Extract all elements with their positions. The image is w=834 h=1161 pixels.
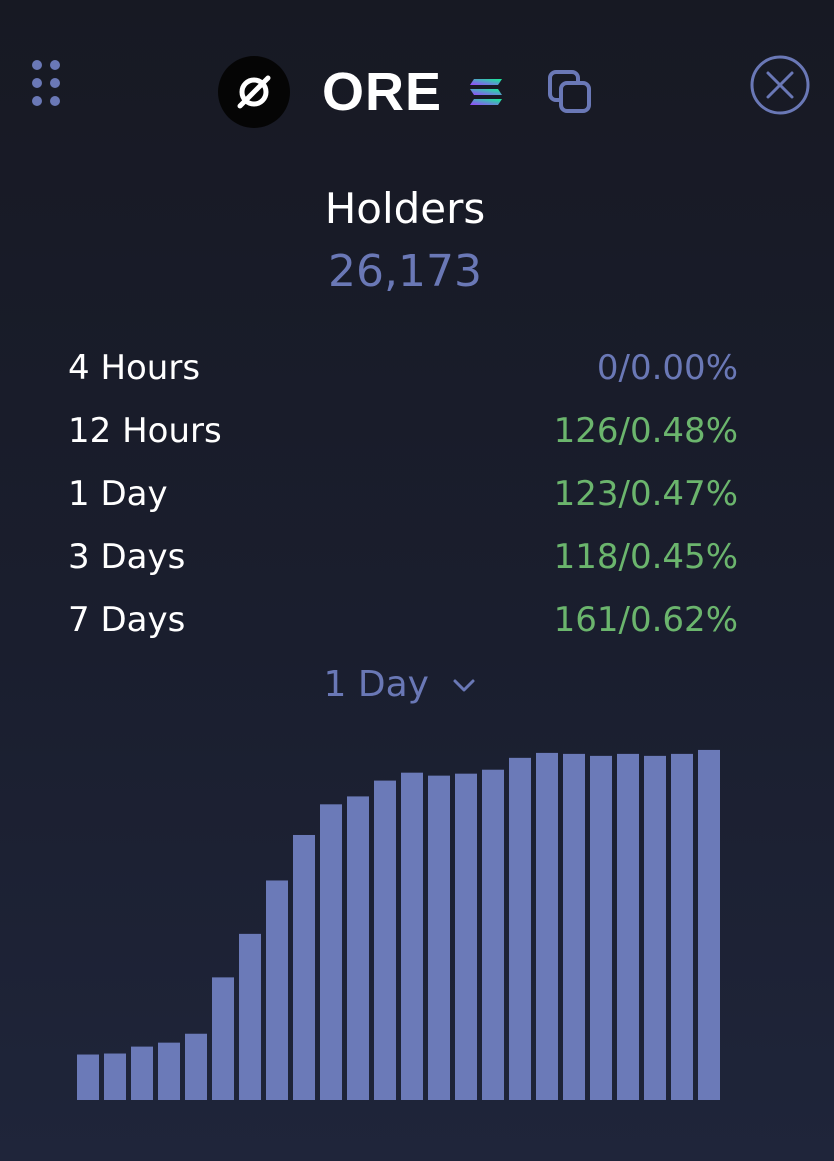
- chart-bar: [455, 773, 477, 1100]
- stat-row: 3 Days 118/0.45%: [68, 525, 738, 588]
- chart-bar: [320, 804, 342, 1100]
- close-button[interactable]: [749, 54, 811, 116]
- stat-percent: 0.47%: [629, 473, 738, 514]
- chart-bar: [563, 753, 585, 1100]
- chart-bar: [239, 933, 261, 1100]
- chart-bar: [536, 752, 558, 1100]
- stats-list: 4 Hours 0/0.00% 12 Hours 126/0.48% 1 Day 123/…: [68, 336, 738, 651]
- chart-bar: [131, 1046, 153, 1100]
- stat-label: 12 Hours: [68, 410, 222, 451]
- metric-value: 26,173: [328, 246, 482, 297]
- stat-change: 126/0.48%: [553, 410, 738, 451]
- stat-row: 4 Hours 0/0.00%: [68, 336, 738, 399]
- copy-button[interactable]: [546, 68, 594, 116]
- stat-change: 118/0.45%: [553, 536, 738, 577]
- chart-bar: [671, 753, 693, 1100]
- token-header: ORE: [218, 56, 594, 128]
- chart-bar: [698, 749, 720, 1100]
- period-select-label: 1 Day: [323, 664, 429, 705]
- solana-icon: [470, 79, 503, 105]
- stat-change: 161/0.62%: [553, 599, 738, 640]
- chart-bar: [158, 1042, 180, 1100]
- holders-bar-chart: [77, 749, 720, 1100]
- stat-change: 0/0.00%: [596, 347, 738, 388]
- stat-row: 7 Days 161/0.62%: [68, 588, 738, 651]
- drag-handle-icon[interactable]: [30, 58, 64, 108]
- chart-bar: [401, 772, 423, 1100]
- chart-bar: [617, 753, 639, 1100]
- chart-bar: [77, 1054, 99, 1100]
- stat-count: 118: [553, 536, 619, 577]
- stat-count: 126: [553, 410, 619, 451]
- stat-label: 4 Hours: [68, 347, 201, 388]
- stat-percent: 0.48%: [629, 410, 738, 451]
- chart-bar: [104, 1053, 126, 1100]
- chart-bar: [428, 775, 450, 1100]
- stat-change: 123/0.47%: [553, 473, 738, 514]
- chart-bar: [509, 757, 531, 1100]
- token-symbol: ORE: [322, 62, 443, 122]
- chart-bar: [293, 834, 315, 1100]
- chart-bar: [644, 755, 666, 1100]
- ore-logo-icon: [218, 56, 290, 128]
- stat-percent: 0.62%: [629, 599, 738, 640]
- chart-bar: [374, 780, 396, 1100]
- chart-bar: [482, 769, 504, 1100]
- period-select[interactable]: 1 Day: [0, 664, 800, 705]
- metric-title: Holders: [324, 184, 486, 233]
- stat-row: 1 Day 123/0.47%: [68, 462, 738, 525]
- stat-row: 12 Hours 126/0.48%: [68, 399, 738, 462]
- chevron-down-icon: [453, 679, 475, 692]
- stat-percent: 0.45%: [629, 536, 738, 577]
- stat-count: 161: [553, 599, 619, 640]
- chart-bar: [347, 796, 369, 1100]
- chart-bar: [185, 1033, 207, 1100]
- stat-percent: 0.00%: [629, 347, 738, 388]
- stat-label: 3 Days: [68, 536, 186, 577]
- stat-count: 123: [553, 473, 619, 514]
- chart-bar: [266, 880, 288, 1100]
- stat-count: 0: [596, 347, 619, 388]
- chart-bar: [212, 977, 234, 1100]
- stat-label: 1 Day: [68, 473, 168, 514]
- chart-bar: [590, 755, 612, 1100]
- stat-label: 7 Days: [68, 599, 186, 640]
